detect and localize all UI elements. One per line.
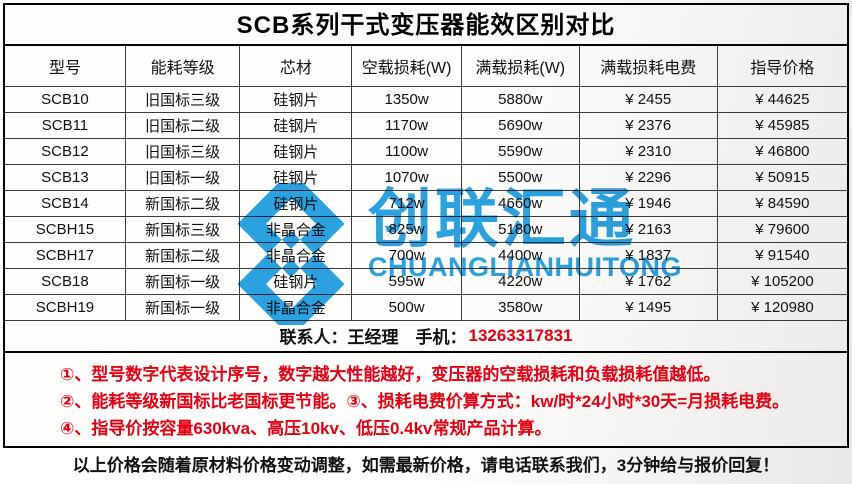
table-row: SCB14 新国标二级 硅钢片 712w 4660w ¥ 1946 ¥ 84590 (5, 189, 847, 217)
table-cell: 新国标三级 (124, 215, 241, 243)
table-cell: ¥ 2310 (578, 137, 718, 165)
table-cell: SCBH17 (5, 241, 126, 269)
table-cell: 595w (351, 267, 462, 295)
table-cell: 1070w (351, 163, 462, 191)
table-cell: ¥ 79600 (716, 215, 847, 243)
contact-phone: 13263317831 (468, 325, 573, 345)
table-header-row: 型号 能耗等级 芯材 空载损耗(W) 满载损耗(W) 满载损耗电费 指导价格 (5, 46, 847, 87)
note-line: ②、能耗等级新国标比老国标更节能。③、损耗电费价算方式：kw/时*24小时*30… (60, 391, 790, 411)
table-cell: 1100w (351, 137, 462, 165)
table-cell: 700w (351, 241, 462, 269)
table-cell: 500w (351, 293, 462, 321)
table-row: SCB13 旧国标一级 硅钢片 1070w 5500w ¥ 2296 ¥ 50915 (5, 163, 847, 191)
table-cell: 4660w (460, 189, 580, 217)
table-cell: 1170w (351, 111, 462, 139)
table-cell: 旧国标一级 (124, 163, 241, 191)
table-cell: ¥ 2296 (578, 163, 718, 191)
table-cell: 3580w (460, 293, 580, 321)
table-cell: SCB13 (5, 163, 126, 191)
table-cell: SCB10 (5, 85, 126, 113)
table-cell: 新国标二级 (124, 189, 241, 217)
page-title: SCB系列干式变压器能效区别对比 (5, 5, 847, 46)
table-cell: 硅钢片 (239, 111, 353, 139)
table-cell: ¥ 44625 (716, 85, 847, 113)
table-row: SCBH17 新国标二级 非晶合金 700w 4400w ¥ 1837 ¥ 91540 (5, 241, 847, 269)
table-cell: 旧国标三级 (124, 137, 241, 165)
table-row: SCBH19 新国标一级 非晶合金 500w 3580w ¥ 1495 ¥ 120980 (5, 293, 847, 321)
table-cell: ¥ 46800 (716, 137, 847, 165)
table-body: SCB10 旧国标三级 硅钢片 1350w 5880w ¥ 2455 ¥ 44625 SCB1… (5, 85, 847, 321)
column-header: 芯材 (239, 46, 353, 87)
table-cell: SCB18 (5, 267, 126, 295)
footer-note: 以上价格会随着原材料价格变动调整，如需最新价格，请电话联系我们，3分钟给与报价回… (72, 456, 780, 475)
note-line: ④、指导价按容量630kva、高压10kv、低压0.4kv常规产品计算。 (60, 418, 552, 438)
table-row: SCB11 旧国标二级 硅钢片 1170w 5690w ¥ 2376 ¥ 45985 (5, 111, 847, 139)
table-cell: 旧国标二级 (124, 111, 241, 139)
table-cell: SCBH19 (5, 293, 126, 321)
column-header: 型号 (5, 46, 126, 87)
table-cell: ¥ 91540 (716, 241, 847, 269)
table-cell: ¥ 105200 (716, 267, 847, 295)
table-cell: 5690w (460, 111, 580, 139)
table-cell: 712w (351, 189, 462, 217)
table-cell: SCB12 (5, 137, 126, 165)
table-cell: ¥ 2376 (578, 111, 718, 139)
table-cell: ¥ 84590 (716, 189, 847, 217)
column-header: 能耗等级 (124, 46, 241, 87)
table-cell: 5880w (460, 85, 580, 113)
table-cell: 5500w (460, 163, 580, 191)
table-cell: ¥ 1495 (578, 293, 718, 321)
table-cell: 旧国标三级 (124, 85, 241, 113)
table-row: SCB18 新国标一级 硅钢片 595w 4220w ¥ 1762 ¥ 105200 (5, 267, 847, 295)
table-row: SCBH15 新国标三级 非晶合金 825w 5180w ¥ 2163 ¥ 79600 (5, 215, 847, 243)
comparison-sheet: SCB系列干式变压器能效区别对比 型号 能耗等级 芯材 空载损耗(W) 满载损耗(W) 满… (3, 3, 849, 448)
table-cell: 4400w (460, 241, 580, 269)
table-cell: 硅钢片 (239, 189, 353, 217)
table-cell: ¥ 1946 (578, 189, 718, 217)
column-header: 空载损耗(W) (351, 46, 462, 87)
table-cell: 非晶合金 (239, 293, 353, 321)
table-cell: ¥ 1762 (578, 267, 718, 295)
table-cell: SCB14 (5, 189, 126, 217)
table-cell: ¥ 2455 (578, 85, 718, 113)
table-cell: SCB11 (5, 111, 126, 139)
notes-section: ①、型号数字代表设计序号，数字越大性能越好，变压器的空载损耗和负载损耗值越低。 ②… (5, 353, 847, 442)
efficiency-table: 型号 能耗等级 芯材 空载损耗(W) 满载损耗(W) 满载损耗电费 指导价格 SCB10 旧国… (5, 46, 847, 321)
table-cell: ¥ 1837 (578, 241, 718, 269)
table-cell: ¥ 2163 (578, 215, 718, 243)
column-header: 满载损耗(W) (460, 46, 580, 87)
table-cell: 825w (351, 215, 462, 243)
contact-label: 联系人：王经理 手机： (279, 328, 467, 347)
table-cell: ¥ 120980 (716, 293, 847, 321)
table-cell: SCBH15 (5, 215, 126, 243)
table-cell: 新国标一级 (124, 293, 241, 321)
table-cell: 新国标一级 (124, 267, 241, 295)
note-line: ①、型号数字代表设计序号，数字越大性能越好，变压器的空载损耗和负载损耗值越低。 (60, 364, 721, 384)
table-cell: 硅钢片 (239, 163, 353, 191)
table-cell: 5590w (460, 137, 580, 165)
table-cell: 4220w (460, 267, 580, 295)
table-cell: 硅钢片 (239, 267, 353, 295)
table-cell: 非晶合金 (239, 215, 353, 243)
table-cell: ¥ 45985 (716, 111, 847, 139)
table-cell: 硅钢片 (239, 137, 353, 165)
table-row: SCB10 旧国标三级 硅钢片 1350w 5880w ¥ 2455 ¥ 44625 (5, 85, 847, 113)
table-cell: 1350w (351, 85, 462, 113)
table-cell: 硅钢片 (239, 85, 353, 113)
column-header: 满载损耗电费 (578, 46, 718, 87)
column-header: 指导价格 (716, 46, 847, 87)
table-cell: 新国标二级 (124, 241, 241, 269)
table-cell: 非晶合金 (239, 241, 353, 269)
contact-row: 联系人：王经理 手机： 13263317831 (5, 321, 847, 353)
table-row: SCB12 旧国标三级 硅钢片 1100w 5590w ¥ 2310 ¥ 46800 (5, 137, 847, 165)
table-cell: ¥ 50915 (716, 163, 847, 191)
table-cell: 5180w (460, 215, 580, 243)
